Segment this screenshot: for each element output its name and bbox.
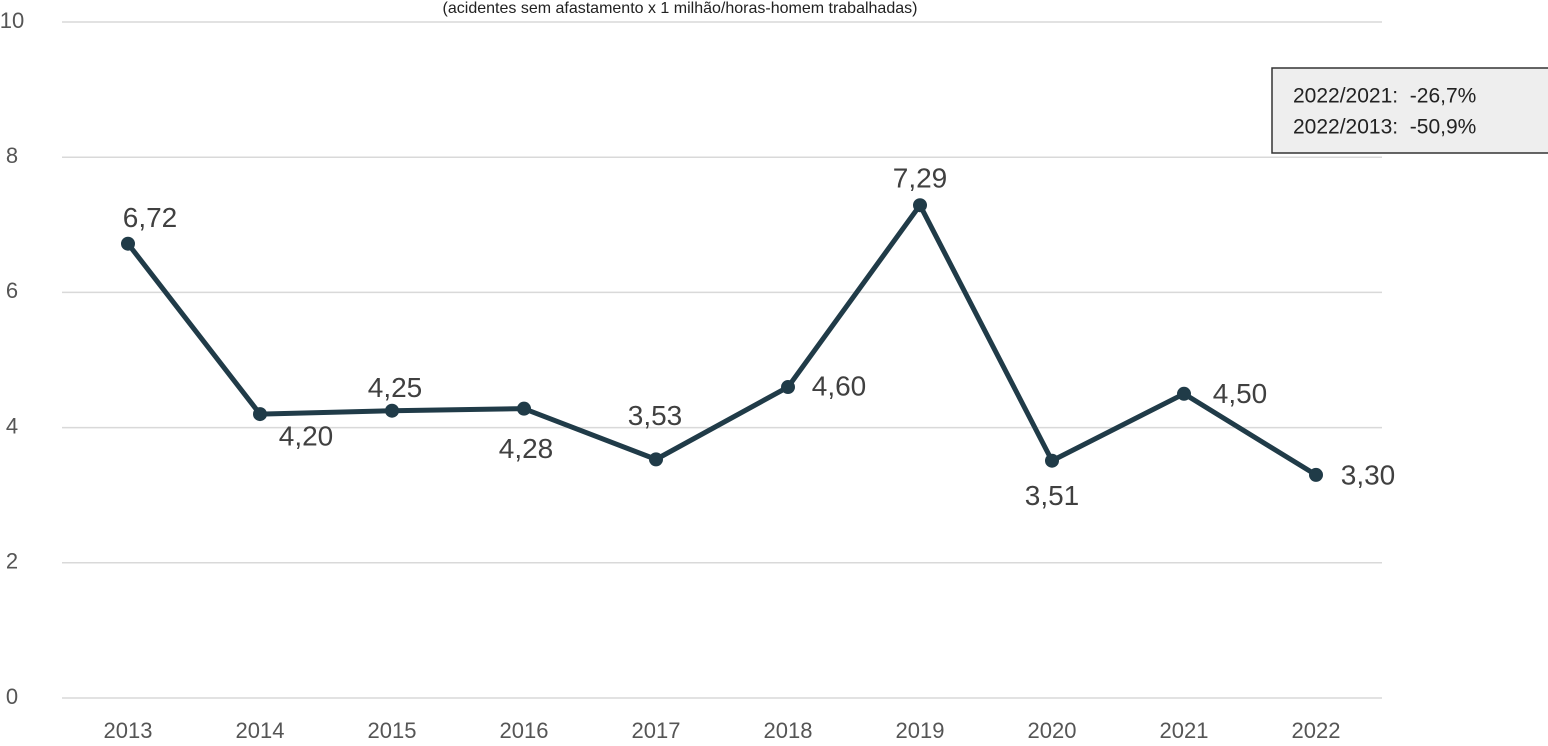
annotation-box xyxy=(1271,67,1548,154)
data-label: 4,50 xyxy=(1213,378,1268,409)
y-tick-label: 0 xyxy=(6,684,18,709)
marker xyxy=(1309,467,1323,482)
data-label: 7,29 xyxy=(893,163,948,194)
marker xyxy=(517,401,531,416)
marker xyxy=(385,403,399,418)
annotation: 2022/2013: -50,9% xyxy=(1293,116,1476,139)
line xyxy=(126,202,1318,478)
data-label: 4,20 xyxy=(279,420,334,451)
marker xyxy=(913,198,927,213)
annotation: 2022/2021: -26,7% xyxy=(1293,85,1476,108)
marker xyxy=(253,407,267,422)
data-label: 3,30 xyxy=(1341,459,1396,490)
data-label: 4,25 xyxy=(368,372,423,403)
x-tick-label: 2014 xyxy=(236,718,285,743)
marker xyxy=(1177,386,1191,401)
x-tick-label: 2022 xyxy=(1292,718,1341,743)
data-label: 4,28 xyxy=(499,433,554,464)
chart-subtitle: (acidentes sem afastamento x 1 milhão/ho… xyxy=(443,0,918,17)
marker xyxy=(1045,453,1059,468)
x-tick-label: 2015 xyxy=(368,718,417,743)
data-label: 3,53 xyxy=(628,400,683,431)
data-label: 4,60 xyxy=(812,370,867,401)
x-tick-label: 2016 xyxy=(500,718,549,743)
marker xyxy=(121,236,135,251)
y-tick-label: 10 xyxy=(0,8,24,33)
data-label: 6,72 xyxy=(123,202,178,233)
x-tick-label: 2020 xyxy=(1028,718,1077,743)
x-tick-label: 2019 xyxy=(896,718,945,743)
y-tick-label: 8 xyxy=(6,143,18,168)
x-tick-label: 2013 xyxy=(104,718,153,743)
y-tick-label: 2 xyxy=(6,549,18,574)
data-label: 3,51 xyxy=(1025,480,1080,511)
x-tick-label: 2018 xyxy=(764,718,813,743)
marker xyxy=(781,380,795,395)
x-tick-label: 2017 xyxy=(632,718,681,743)
x-tick-label: 2021 xyxy=(1160,718,1209,743)
y-tick-label: 4 xyxy=(6,413,18,438)
marker xyxy=(649,452,663,467)
y-tick-label: 6 xyxy=(6,278,18,303)
